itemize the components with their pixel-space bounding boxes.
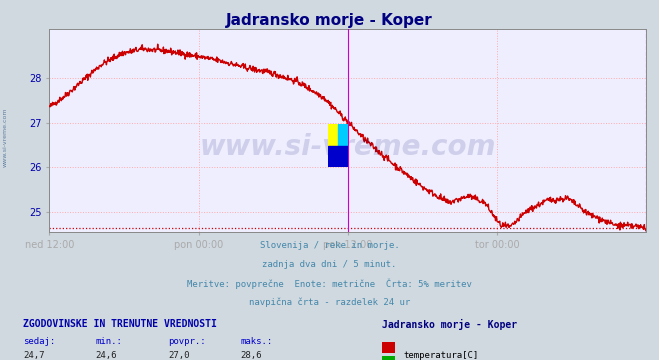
Text: www.si-vreme.com: www.si-vreme.com	[3, 107, 8, 167]
Text: Jadransko morje - Koper: Jadransko morje - Koper	[382, 319, 517, 330]
Text: 28,6: 28,6	[241, 351, 262, 360]
Text: 24,7: 24,7	[23, 351, 45, 360]
Bar	[328, 124, 338, 146]
Text: 24,6: 24,6	[96, 351, 117, 360]
Text: povpr.:: povpr.:	[168, 337, 206, 346]
Bar	[328, 146, 348, 167]
Text: Jadransko morje - Koper: Jadransko morje - Koper	[226, 13, 433, 28]
Text: Slovenija / reke in morje.: Slovenija / reke in morje.	[260, 241, 399, 250]
Text: zadnja dva dni / 5 minut.: zadnja dva dni / 5 minut.	[262, 260, 397, 269]
Text: ZGODOVINSKE IN TRENUTNE VREDNOSTI: ZGODOVINSKE IN TRENUTNE VREDNOSTI	[23, 319, 217, 329]
Text: sedaj:: sedaj:	[23, 337, 55, 346]
Bar	[338, 124, 348, 146]
Text: navpična črta - razdelek 24 ur: navpična črta - razdelek 24 ur	[249, 297, 410, 307]
Text: min.:: min.:	[96, 337, 123, 346]
Text: maks.:: maks.:	[241, 337, 273, 346]
Text: temperatura[C]: temperatura[C]	[403, 351, 478, 360]
Text: www.si-vreme.com: www.si-vreme.com	[200, 133, 496, 161]
Text: 27,0: 27,0	[168, 351, 190, 360]
Text: Meritve: povprečne  Enote: metrične  Črta: 5% meritev: Meritve: povprečne Enote: metrične Črta:…	[187, 279, 472, 289]
